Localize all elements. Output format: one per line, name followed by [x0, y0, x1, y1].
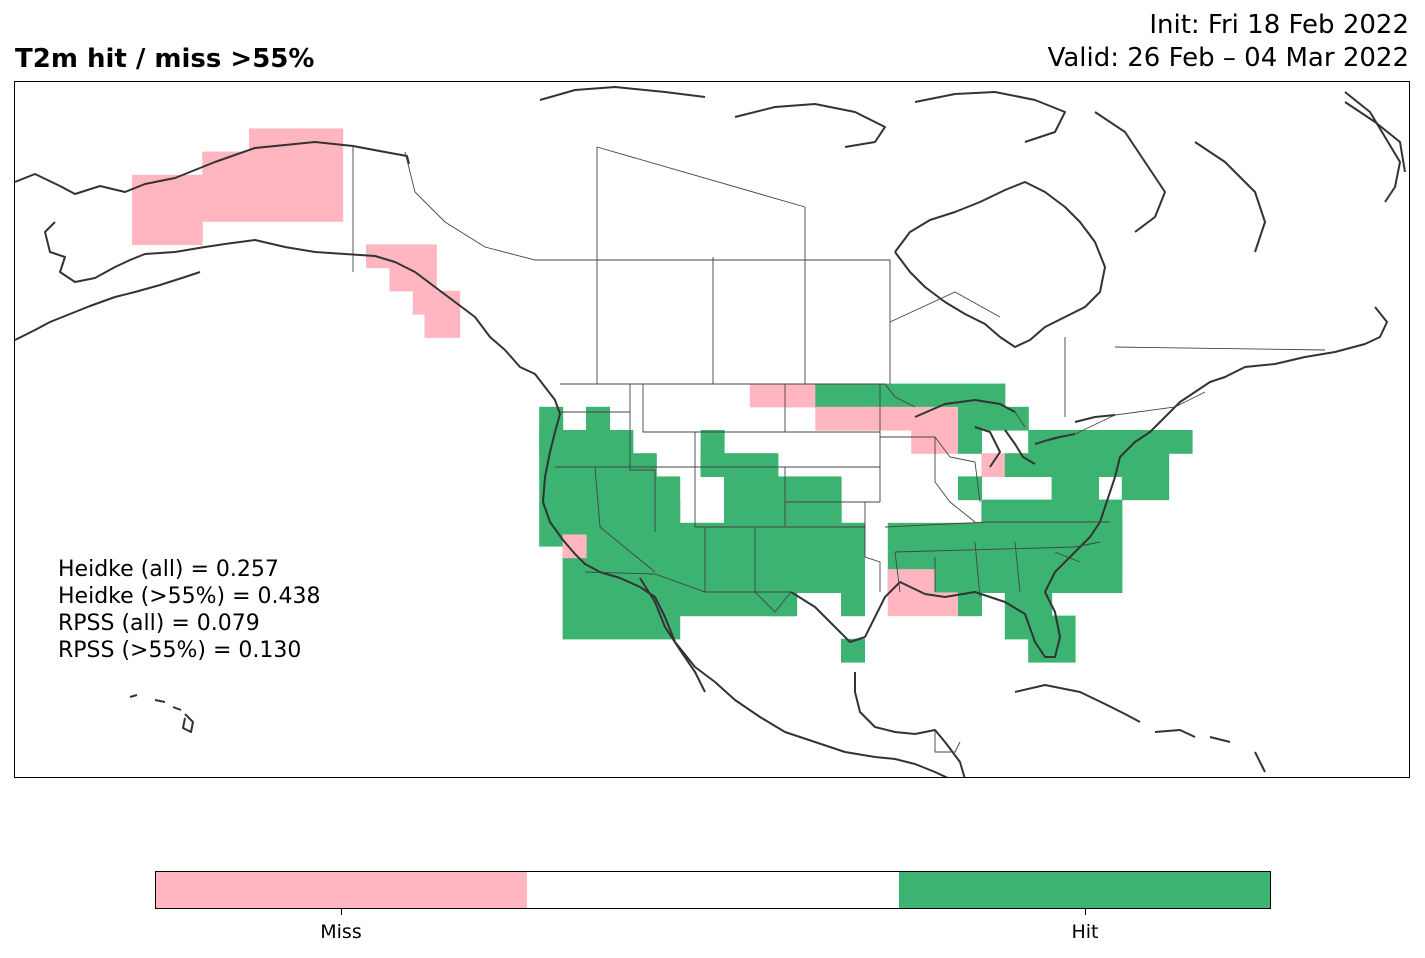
colorbar-tick-hit — [1085, 909, 1086, 915]
hit-cell — [958, 476, 982, 501]
hit-cell — [562, 499, 587, 640]
forecast-cells-layer — [132, 128, 1193, 663]
map-panel[interactable] — [14, 81, 1410, 778]
north-america-map — [15, 86, 1406, 777]
colorbar-miss-segment — [156, 872, 528, 908]
hit-cell — [958, 406, 1006, 431]
east-coastline — [1054, 306, 1388, 573]
map-title: T2m hit / miss >55% — [15, 44, 315, 74]
hit-cell — [815, 383, 1006, 408]
hit-cell — [794, 499, 842, 593]
hit-cell — [1004, 453, 1029, 477]
hit-cell — [841, 638, 865, 663]
colorbar-neutral-segment — [527, 872, 899, 908]
colorbar-hit-segment — [898, 872, 1270, 908]
heidke-55-score: Heidke (>55%) = 0.438 — [58, 584, 321, 609]
hit-cell — [770, 592, 795, 617]
miss-cell — [132, 174, 203, 245]
colorbar-label-hit: Hit — [1071, 921, 1099, 943]
hudson-bay-coastline — [894, 181, 1106, 348]
miss-cell — [864, 406, 982, 431]
hit-cell — [1028, 615, 1076, 663]
miss-cell — [424, 314, 461, 338]
hit-cell — [586, 406, 610, 431]
us-canada-border — [560, 383, 1206, 445]
miss-cell — [412, 290, 461, 315]
miss-cell — [366, 244, 437, 269]
miss-cell — [389, 267, 437, 292]
miss-cell — [749, 383, 816, 408]
mexico-border — [584, 571, 961, 753]
miss-cell — [981, 453, 1006, 477]
valid-period-label: Valid: 26 Feb – 04 Mar 2022 — [1047, 43, 1409, 73]
hit-cell — [1051, 476, 1099, 501]
arctic-islands-coastline — [539, 86, 1406, 253]
miss-cell — [934, 592, 959, 617]
west-coastline — [504, 349, 716, 693]
colorbar — [155, 871, 1271, 909]
miss-cell — [202, 151, 250, 222]
hit-cell — [679, 546, 704, 570]
hit-cell — [1028, 453, 1170, 477]
init-date-label: Init: Fri 18 Feb 2022 — [1149, 10, 1409, 40]
alaska-coastline — [15, 141, 506, 351]
gulf-coastline — [790, 571, 1061, 658]
hit-cell — [958, 430, 982, 454]
great-lakes-coastline — [914, 399, 1116, 468]
greenland-coastline — [1344, 91, 1401, 203]
heidke-all-score: Heidke (all) = 0.257 — [58, 557, 279, 582]
miss-cell — [562, 534, 587, 559]
hit-cell — [700, 453, 779, 477]
hit-cell — [1051, 430, 1193, 454]
miss-cell — [249, 128, 344, 222]
colorbar-label-miss: Miss — [320, 921, 362, 943]
mexico-coastline — [714, 672, 966, 777]
hit-cell — [841, 522, 865, 617]
colorbar-tick-miss — [341, 909, 342, 915]
miss-cell — [815, 406, 865, 431]
hit-cell — [1075, 522, 1123, 570]
caribbean-coastline — [1014, 684, 1266, 773]
miss-cell — [887, 569, 936, 617]
political-borders-layer — [352, 146, 1326, 753]
hit-cell — [1004, 406, 1029, 431]
canada-provinces — [404, 146, 1326, 417]
rpss-55-score: RPSS (>55%) = 0.130 — [58, 638, 302, 663]
hit-cell — [1121, 476, 1170, 501]
skill-scores-panel: Heidke (all) = 0.257 Heidke (>55%) = 0.4… — [58, 556, 321, 664]
hawaii-coastline — [129, 694, 194, 733]
rpss-all-score: RPSS (all) = 0.079 — [58, 611, 260, 636]
